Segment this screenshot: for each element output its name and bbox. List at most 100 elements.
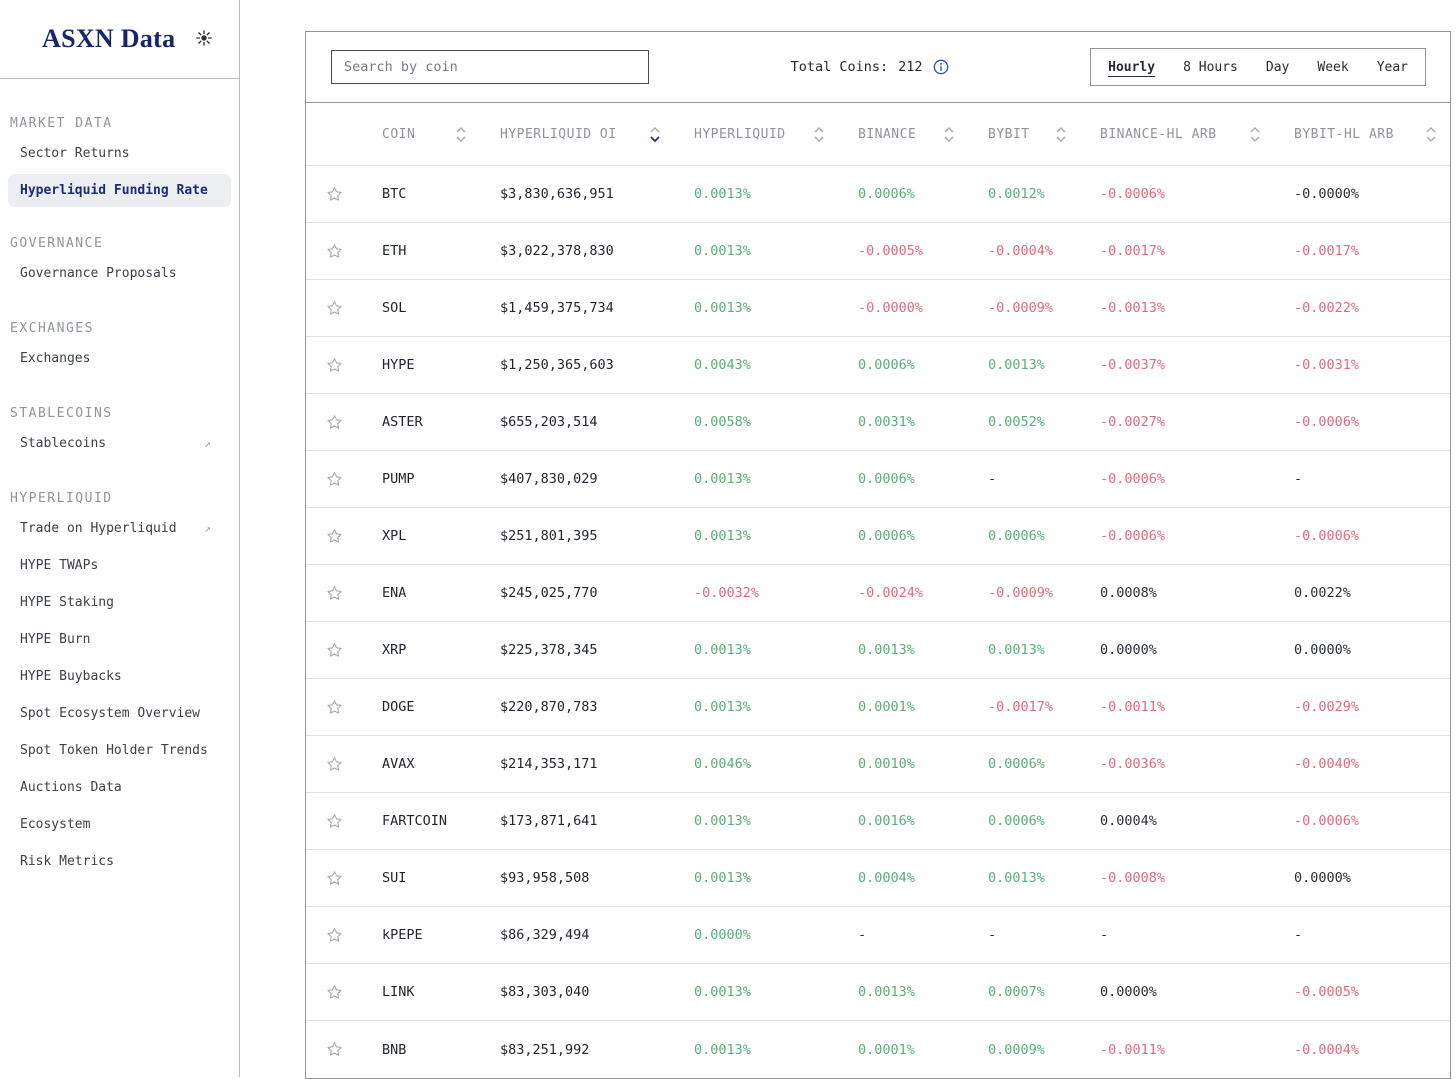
sidebar-item[interactable]: Trade on Hyperliquid ↗ [0, 510, 239, 547]
sort-button[interactable] [1056, 126, 1066, 142]
bybit-hl-arb-cell: -0.0040% [1294, 756, 1360, 772]
sort-desc-icon [650, 135, 660, 142]
binance-funding-cell: -0.0005% [858, 243, 924, 259]
star-icon [326, 300, 342, 315]
bybit-hl-arb-cell: 0.0022% [1294, 585, 1351, 601]
hyperliquid-funding-cell: 0.0013% [694, 471, 751, 487]
total-coins-value: 212 [898, 59, 923, 75]
favorite-star-button[interactable] [325, 470, 344, 489]
sidebar-item[interactable]: Ecosystem [0, 806, 239, 843]
binance-funding-cell: 0.0010% [858, 756, 915, 772]
favorite-star-button[interactable] [325, 584, 344, 603]
sort-button[interactable] [944, 126, 954, 142]
favorite-star-button[interactable] [325, 641, 344, 660]
sidebar-item[interactable]: Spot Token Holder Trends [0, 732, 239, 769]
sort-button[interactable] [1426, 126, 1436, 142]
period-tab[interactable]: Day [1265, 59, 1290, 75]
bybit-funding-cell: 0.0006% [988, 813, 1045, 829]
star-icon [326, 243, 342, 258]
bybit-hl-arb-cell: 0.0000% [1294, 642, 1351, 658]
bybit-funding-cell: 0.0006% [988, 528, 1045, 544]
sort-desc-icon [944, 136, 954, 142]
sidebar-item[interactable]: Sector Returns [0, 135, 239, 172]
main-content: Total Coins: 212 Hourly 8 Hours Day Week Yea… [305, 31, 1451, 1079]
binance-funding-cell: - [858, 927, 867, 943]
sidebar-item[interactable]: Stablecoins ↗ [0, 425, 239, 462]
favorite-star-button[interactable] [325, 755, 344, 774]
sidebar-item-label: HYPE Staking [20, 595, 114, 610]
sidebar-item[interactable]: HYPE Staking [0, 584, 239, 621]
period-selector: Hourly 8 Hours Day Week Year [1090, 48, 1426, 86]
sidebar-item-label: Exchanges [20, 351, 91, 366]
sidebar-item[interactable]: Spot Ecosystem Overview [0, 695, 239, 732]
sort-button[interactable] [814, 126, 824, 142]
table-header-row: COIN HYPERLIQUID OI HYPERLIQUID BINANCE … [306, 103, 1450, 166]
table-row: DOGE $220,870,783 0.0013% 0.0001% -0.001… [306, 679, 1450, 736]
period-tab[interactable]: 8 Hours [1183, 59, 1238, 75]
table-row: ASTER $655,203,514 0.0058% 0.0031% 0.005… [306, 394, 1450, 451]
favorite-star-button[interactable] [325, 185, 344, 204]
sidebar-item[interactable]: Auctions Data [0, 769, 239, 806]
coin-symbol: LINK [382, 984, 415, 1000]
hyperliquid-oi-value: $1,459,375,734 [500, 300, 614, 316]
sort-button[interactable] [1250, 126, 1260, 142]
bybit-funding-cell: - [988, 471, 997, 487]
binance-funding-cell: 0.0001% [858, 699, 915, 715]
star-icon [326, 870, 342, 885]
hyperliquid-funding-cell: 0.0013% [694, 300, 751, 316]
search-input[interactable] [331, 50, 649, 84]
sidebar-section: STABLECOINS Stablecoins ↗ [0, 401, 239, 462]
sort-button[interactable] [650, 126, 660, 142]
bybit-funding-cell: - [988, 927, 997, 943]
period-tab[interactable]: Hourly [1108, 59, 1156, 75]
sidebar-item[interactable]: Exchanges [0, 340, 239, 377]
sidebar-item-label: Risk Metrics [20, 854, 114, 869]
table-row: AVAX $214,353,171 0.0046% 0.0010% 0.0006… [306, 736, 1450, 793]
favorite-star-button[interactable] [325, 242, 344, 261]
favorite-star-button[interactable] [325, 698, 344, 717]
sidebar-item[interactable]: Hyperliquid Funding Rate [8, 174, 231, 207]
favorite-star-button[interactable] [325, 356, 344, 375]
hyperliquid-funding-cell: 0.0013% [694, 984, 751, 1000]
hyperliquid-oi-value: $220,870,783 [500, 699, 598, 715]
sort-button[interactable] [456, 126, 466, 142]
coin-symbol: BTC [382, 186, 407, 202]
sidebar-item-label: Spot Token Holder Trends [20, 743, 208, 758]
bybit-funding-cell: 0.0012% [988, 186, 1045, 202]
sidebar-item[interactable]: HYPE Buybacks [0, 658, 239, 695]
star-icon [326, 585, 342, 600]
theme-toggle-button[interactable] [195, 29, 213, 50]
favorite-star-button[interactable] [325, 926, 344, 945]
star-icon [326, 186, 342, 201]
sort-desc-icon [1056, 136, 1066, 142]
info-icon[interactable] [933, 59, 949, 75]
period-tab[interactable]: Year [1376, 59, 1408, 75]
sidebar-item-label: Ecosystem [20, 817, 91, 832]
favorite-star-button[interactable] [325, 869, 344, 888]
bybit-hl-arb-cell: -0.0000% [1294, 186, 1360, 202]
binance-hl-arb-cell: -0.0006% [1100, 528, 1166, 544]
hyperliquid-oi-value: $3,830,636,951 [500, 186, 614, 202]
table-row: XPL $251,801,395 0.0013% 0.0006% 0.0006%… [306, 508, 1450, 565]
binance-hl-arb-cell: -0.0037% [1100, 357, 1166, 373]
coin-symbol: ENA [382, 585, 407, 601]
hyperliquid-funding-cell: 0.0013% [694, 870, 751, 886]
hyperliquid-funding-cell: 0.0013% [694, 1041, 751, 1058]
binance-hl-arb-cell: -0.0013% [1100, 300, 1166, 316]
binance-hl-arb-cell: -0.0011% [1100, 1041, 1166, 1058]
star-icon [326, 699, 342, 714]
period-tab[interactable]: Week [1317, 59, 1349, 75]
favorite-star-button[interactable] [325, 299, 344, 318]
sidebar-item[interactable]: HYPE Burn [0, 621, 239, 658]
sidebar-item[interactable]: HYPE TWAPs [0, 547, 239, 584]
favorite-star-button[interactable] [325, 983, 344, 1002]
sidebar-item[interactable]: Governance Proposals [0, 255, 239, 292]
favorite-star-button[interactable] [325, 413, 344, 432]
favorite-star-button[interactable] [325, 527, 344, 546]
column-header-label: BINANCE-HL ARB [1100, 126, 1217, 142]
favorite-star-button[interactable] [325, 812, 344, 831]
sidebar-item[interactable]: Risk Metrics [0, 843, 239, 880]
favorite-star-button[interactable] [325, 1040, 344, 1059]
table-row: ETH $3,022,378,830 0.0013% -0.0005% -0.0… [306, 223, 1450, 280]
bybit-funding-cell: 0.0013% [988, 357, 1045, 373]
